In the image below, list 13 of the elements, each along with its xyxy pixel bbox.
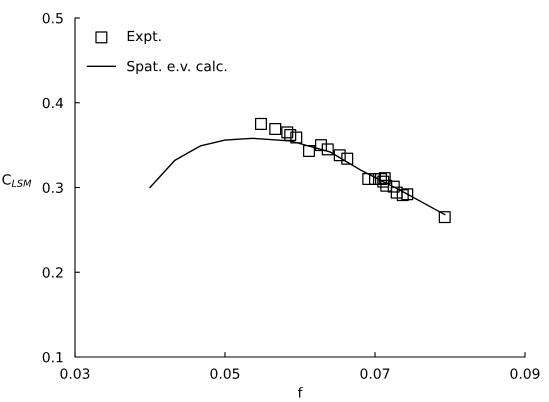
x-tick-label: 0.03 — [60, 368, 90, 379]
x-tick-label: 0.05 — [210, 368, 240, 379]
y-axis-title: C$_{LSM}$ — [2, 174, 32, 187]
x-tick-label: 0.07 — [360, 368, 390, 379]
y-tick-label: 0.2 — [42, 267, 62, 278]
x-tick-label: 0.09 — [510, 368, 540, 379]
y-tick-label: 0.3 — [42, 182, 63, 193]
legend-label: Spat. e.v. calc. — [127, 60, 226, 74]
x-axis-title: f — [298, 387, 303, 398]
y-tick-label: 0.5 — [42, 12, 63, 24]
y-tick-label: 0.4 — [42, 98, 64, 108]
legend-label: Expt. — [128, 30, 161, 44]
y-tick-label: 0.1 — [42, 352, 63, 362]
